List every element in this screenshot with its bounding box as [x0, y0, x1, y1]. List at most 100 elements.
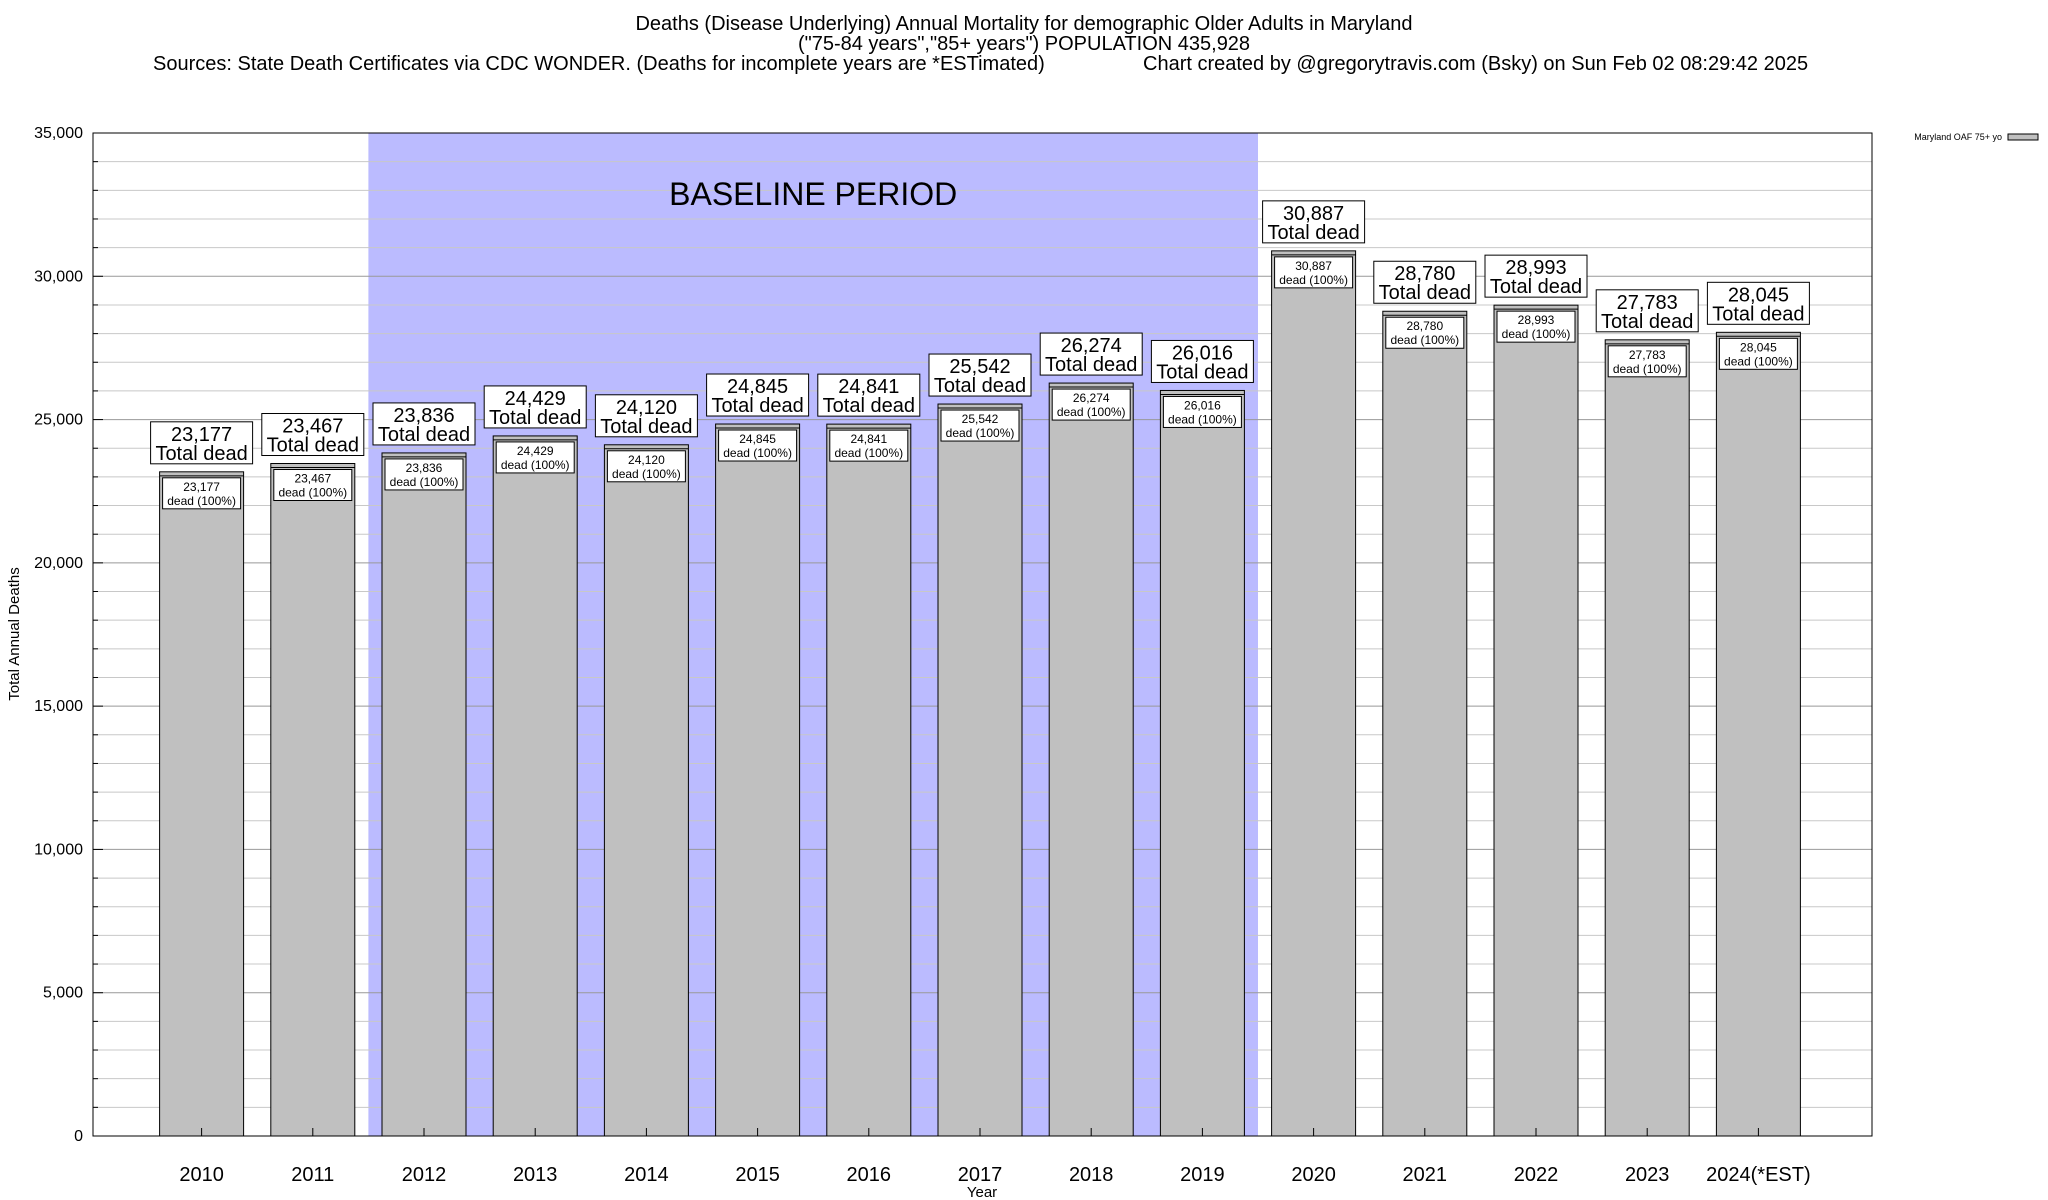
x-axis: 2010 2011 2012 2013 2014 2015 2016 2017 2018 2019…: [179, 1128, 1811, 1186]
outer-total-label: Total dead: [1379, 282, 1471, 304]
x-tick-label: 2020: [1291, 1164, 1336, 1186]
outer-total-label: Total dead: [1156, 361, 1248, 383]
inner-percent-label: dead (100%): [1057, 405, 1126, 419]
x-tick-label: 2013: [513, 1164, 558, 1186]
x-tick-label: 2021: [1403, 1164, 1448, 1186]
inner-value-label: 24,841: [850, 432, 887, 446]
outer-label-box: [1595, 289, 1699, 333]
inner-percent-label: dead (100%): [1279, 273, 1348, 287]
chart-credit: Chart created by @gregorytravis.com (Bsk…: [1143, 53, 1809, 75]
outer-label-box: [817, 373, 921, 417]
outer-value-label: 24,120: [616, 397, 677, 419]
outer-value-label: 25,542: [949, 356, 1010, 378]
inner-percent-label: dead (100%): [1390, 333, 1459, 347]
outer-label-box: [1373, 260, 1477, 304]
inner-percent-label: dead (100%): [501, 458, 570, 472]
x-tick-label: 2011: [291, 1164, 334, 1186]
x-axis-label: Year: [967, 1184, 997, 1200]
bar: [1604, 339, 1690, 1137]
outer-label-box: [150, 421, 254, 465]
outer-value-label: 30,887: [1283, 203, 1344, 225]
inner-value-label: 23,836: [406, 461, 443, 475]
outer-value-label: 28,045: [1728, 284, 1789, 306]
x-tick-label: 2023: [1625, 1164, 1670, 1186]
y-tick-label: 0: [74, 1128, 83, 1145]
y-tick-label: 25,000: [34, 412, 83, 429]
bar: [1715, 331, 1801, 1137]
inner-percent-label: dead (100%): [1724, 354, 1793, 368]
inner-percent-label: dead (100%): [1502, 327, 1571, 341]
outer-label-box: [261, 413, 365, 457]
outer-label-box: [483, 385, 587, 429]
inner-percent-label: dead (100%): [167, 494, 236, 508]
outer-total-label: Total dead: [1601, 311, 1693, 333]
bar: [937, 403, 1023, 1137]
y-tick-label: 20,000: [34, 555, 83, 572]
inner-label-box: [1385, 316, 1465, 349]
outer-value-label: 24,841: [838, 376, 899, 398]
y-tick-label: 10,000: [34, 841, 83, 858]
bar: [826, 423, 912, 1137]
y-axis-label: Total Annual Deaths: [6, 567, 23, 700]
inner-percent-label: dead (100%): [1613, 362, 1682, 376]
y-tick-label: 15,000: [34, 698, 83, 715]
inner-percent-label: dead (100%): [278, 486, 347, 500]
outer-total-label: Total dead: [1712, 303, 1804, 325]
outer-total-label: Total dead: [823, 395, 915, 417]
outer-value-label: 24,429: [505, 388, 566, 410]
legend: Maryland OAF 75+ yo: [1914, 132, 2039, 142]
outer-label-box: [1484, 254, 1588, 298]
x-tick-label: 2022: [1514, 1164, 1559, 1186]
inner-value-label: 28,045: [1740, 340, 1777, 354]
inner-percent-label: dead (100%): [390, 475, 459, 489]
bar: [715, 423, 801, 1137]
outer-total-label: Total dead: [1045, 354, 1137, 376]
y-tick-label: 5,000: [43, 985, 83, 1002]
x-tick-label: 2010: [179, 1164, 224, 1186]
inner-percent-label: dead (100%): [834, 446, 903, 460]
outer-label-box: [1706, 281, 1810, 325]
x-tick-label: 2015: [735, 1164, 780, 1186]
inner-value-label: 26,016: [1184, 398, 1221, 412]
inner-label-box: [1051, 388, 1131, 421]
outer-total-label: Total dead: [711, 395, 803, 417]
inner-label-box: [829, 429, 909, 462]
inner-value-label: 24,120: [628, 453, 665, 467]
bar: [1159, 389, 1245, 1137]
y-tick-label: 30,000: [34, 268, 83, 285]
outer-label-box: [1039, 332, 1143, 376]
outer-total-label: Total dead: [934, 375, 1026, 397]
y-axis: 0 5,000 10,000 15,000 20,000 25,000 30,000 35,0…: [34, 125, 103, 1145]
outer-total-label: Total dead: [378, 424, 470, 446]
inner-value-label: 28,993: [1518, 313, 1555, 327]
bar: [1382, 310, 1468, 1137]
inner-label-box: [1162, 395, 1242, 428]
inner-value-label: 28,780: [1406, 319, 1443, 333]
inner-value-label: 24,845: [739, 432, 776, 446]
chart-title-line1: Deaths (Disease Underlying) Annual Morta…: [635, 13, 1413, 35]
outer-value-label: 26,274: [1061, 335, 1122, 357]
outer-label-box: [1262, 200, 1366, 244]
inner-value-label: 26,274: [1073, 391, 1110, 405]
inner-percent-label: dead (100%): [723, 446, 792, 460]
outer-value-label: 23,467: [282, 416, 343, 438]
outer-total-label: Total dead: [1490, 276, 1582, 298]
bar: [492, 435, 578, 1137]
x-tick-label: 2012: [402, 1164, 447, 1186]
inner-value-label: 27,783: [1629, 348, 1666, 362]
outer-label-box: [1150, 339, 1254, 383]
inner-label-box: [1607, 345, 1687, 378]
outer-total-label: Total dead: [489, 407, 581, 429]
inner-value-label: 23,467: [294, 472, 331, 486]
outer-value-label: 27,783: [1617, 292, 1678, 314]
chart-title-line2: ("75-84 years","85+ years") POPULATION 4…: [797, 33, 1251, 55]
outer-total-label: Total dead: [1267, 222, 1359, 244]
